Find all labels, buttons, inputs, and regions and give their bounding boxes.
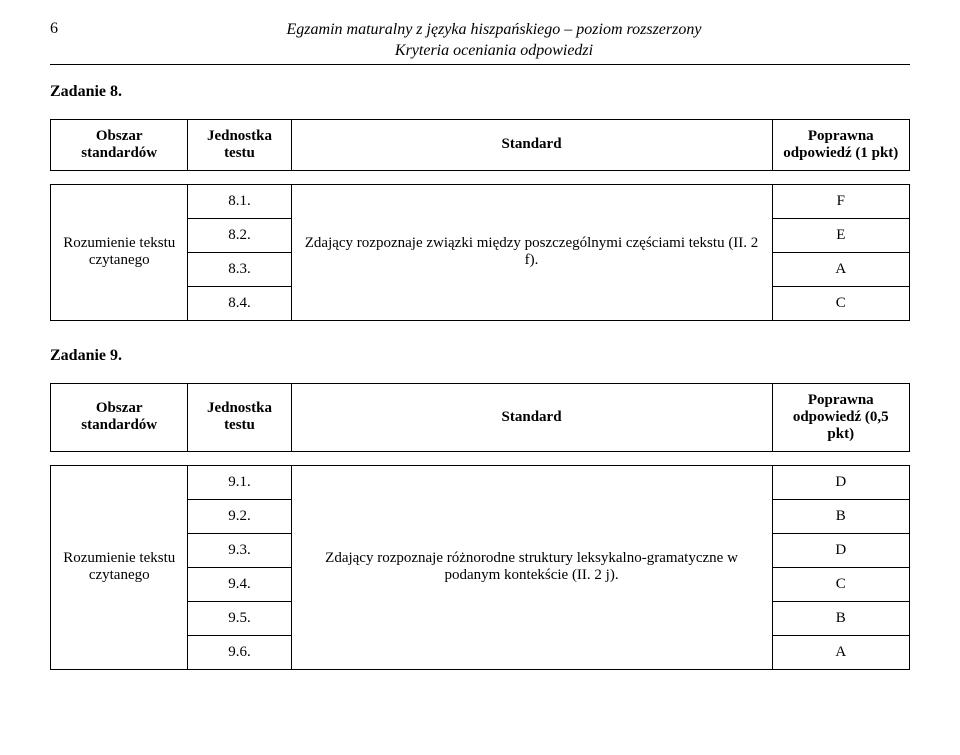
header-title-line2: Kryteria oceniania odpowiedzi xyxy=(78,41,910,62)
header-title-line1: Egzamin maturalny z języka hiszpańskiego… xyxy=(78,20,910,41)
ans-cell: D xyxy=(772,533,909,567)
jedn-cell: 9.4. xyxy=(188,567,291,601)
col-header-standard: Standard xyxy=(291,119,772,170)
page-number: 6 xyxy=(50,20,78,38)
ans-cell: B xyxy=(772,499,909,533)
header-titles: Egzamin maturalny z języka hiszpańskiego… xyxy=(78,20,910,62)
col-header-poprawna: Poprawna odpowiedź (1 pkt) xyxy=(772,119,909,170)
table-header-row: Obszar standardów Jednostka testu Standa… xyxy=(51,383,910,451)
spacer-row xyxy=(51,170,910,184)
table-header-row: Obszar standardów Jednostka testu Standa… xyxy=(51,119,910,170)
ans-cell: D xyxy=(772,465,909,499)
obszar-cell: Rozumienie tekstu czytanego xyxy=(51,184,188,320)
jedn-cell: 9.1. xyxy=(188,465,291,499)
task8-table: Obszar standardów Jednostka testu Standa… xyxy=(50,119,910,321)
col-header-obszar: Obszar standardów xyxy=(51,119,188,170)
obszar-cell: Rozumienie tekstu czytanego xyxy=(51,465,188,669)
col-header-jednostka: Jednostka testu xyxy=(188,383,291,451)
table-row: Rozumienie tekstu czytanego 8.1. Zdający… xyxy=(51,184,910,218)
page-header: 6 Egzamin maturalny z języka hiszpańskie… xyxy=(50,20,910,65)
table-row: Rozumienie tekstu czytanego 9.1. Zdający… xyxy=(51,465,910,499)
standard-cell: Zdający rozpoznaje różnorodne struktury … xyxy=(291,465,772,669)
task9-table: Obszar standardów Jednostka testu Standa… xyxy=(50,383,910,670)
col-header-jednostka: Jednostka testu xyxy=(188,119,291,170)
ans-cell: C xyxy=(772,567,909,601)
col-header-poprawna: Poprawna odpowiedź (0,5 pkt) xyxy=(772,383,909,451)
jedn-cell: 8.4. xyxy=(188,286,291,320)
ans-cell: A xyxy=(772,635,909,669)
col-header-obszar: Obszar standardów xyxy=(51,383,188,451)
jedn-cell: 8.1. xyxy=(188,184,291,218)
task8-label: Zadanie 8. xyxy=(50,83,910,101)
jedn-cell: 8.3. xyxy=(188,252,291,286)
jedn-cell: 9.6. xyxy=(188,635,291,669)
ans-cell: E xyxy=(772,218,909,252)
jedn-cell: 8.2. xyxy=(188,218,291,252)
jedn-cell: 9.3. xyxy=(188,533,291,567)
ans-cell: B xyxy=(772,601,909,635)
ans-cell: C xyxy=(772,286,909,320)
task9-label: Zadanie 9. xyxy=(50,347,910,365)
col-header-standard: Standard xyxy=(291,383,772,451)
jedn-cell: 9.5. xyxy=(188,601,291,635)
ans-cell: A xyxy=(772,252,909,286)
ans-cell: F xyxy=(772,184,909,218)
standard-cell: Zdający rozpoznaje związki między poszcz… xyxy=(291,184,772,320)
jedn-cell: 9.2. xyxy=(188,499,291,533)
spacer-row xyxy=(51,451,910,465)
